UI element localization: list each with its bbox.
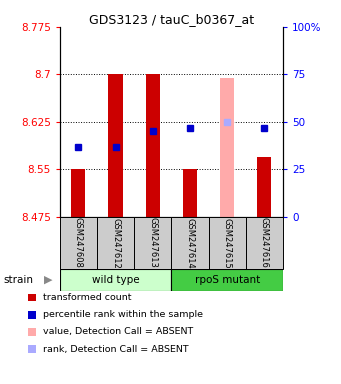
Bar bbox=[28, 346, 36, 353]
Bar bbox=[146, 74, 160, 217]
Text: percentile rank within the sample: percentile rank within the sample bbox=[43, 310, 203, 319]
Text: GSM247613: GSM247613 bbox=[148, 217, 157, 268]
Bar bbox=[171, 217, 209, 269]
Text: strain: strain bbox=[3, 275, 33, 285]
Text: rpoS mutant: rpoS mutant bbox=[195, 275, 260, 285]
Bar bbox=[60, 217, 97, 269]
Bar bbox=[28, 294, 36, 301]
Title: GDS3123 / tauC_b0367_at: GDS3123 / tauC_b0367_at bbox=[89, 13, 254, 26]
Bar bbox=[183, 169, 197, 217]
Text: GSM247616: GSM247616 bbox=[260, 217, 269, 268]
Text: GSM247608: GSM247608 bbox=[74, 217, 83, 268]
Bar bbox=[134, 217, 171, 269]
Text: GSM247615: GSM247615 bbox=[223, 217, 232, 268]
Bar bbox=[246, 217, 283, 269]
Text: GSM247614: GSM247614 bbox=[186, 217, 194, 268]
Bar bbox=[60, 269, 172, 291]
Bar bbox=[108, 74, 122, 217]
Bar bbox=[171, 269, 283, 291]
Text: value, Detection Call = ABSENT: value, Detection Call = ABSENT bbox=[43, 327, 193, 336]
Text: transformed count: transformed count bbox=[43, 293, 131, 302]
Text: wild type: wild type bbox=[92, 275, 139, 285]
Bar bbox=[28, 328, 36, 336]
Bar bbox=[28, 311, 36, 319]
Text: ▶: ▶ bbox=[44, 275, 53, 285]
Bar bbox=[71, 169, 85, 217]
Text: GSM247612: GSM247612 bbox=[111, 217, 120, 268]
Bar bbox=[97, 217, 134, 269]
Bar bbox=[257, 157, 271, 217]
Text: rank, Detection Call = ABSENT: rank, Detection Call = ABSENT bbox=[43, 344, 188, 354]
Bar bbox=[220, 78, 234, 217]
Bar bbox=[209, 217, 246, 269]
